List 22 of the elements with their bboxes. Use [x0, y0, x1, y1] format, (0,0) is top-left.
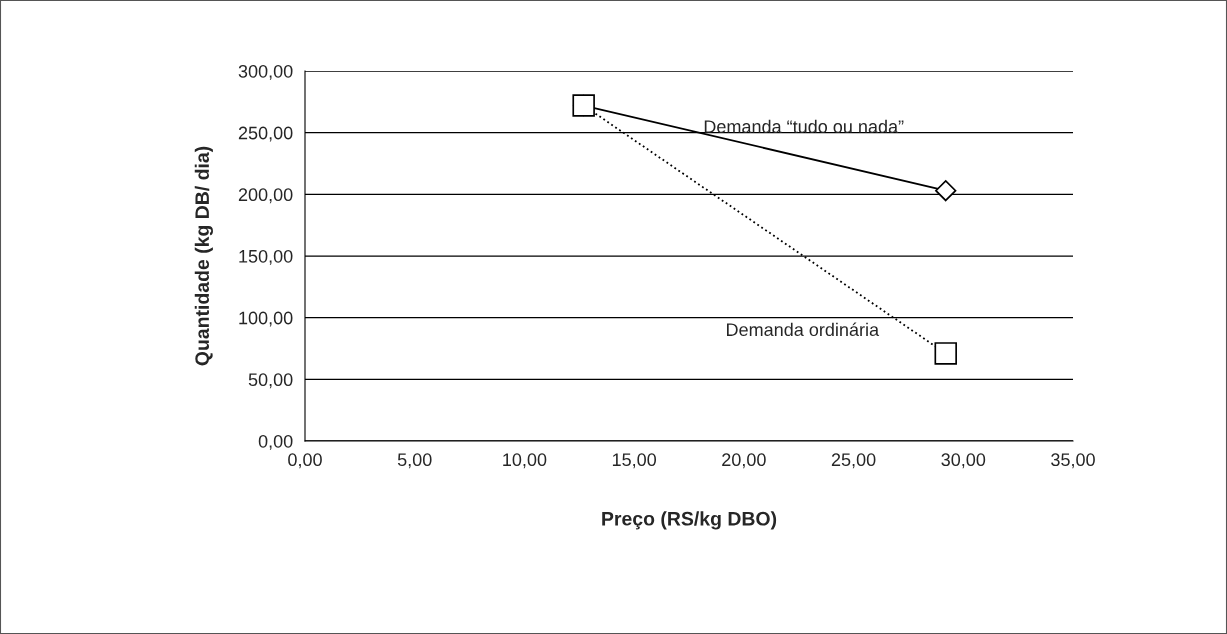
series-label: Demanda “tudo ou nada”: [704, 119, 904, 133]
x-axis-title: Preço (RS/kg DBO): [602, 511, 777, 530]
x-tick-label: 15,00: [612, 453, 657, 469]
y-tick-label: 250,00: [238, 126, 293, 142]
x-tick-label: 5,00: [397, 453, 432, 469]
series-label: Demanda ordinária: [727, 322, 880, 337]
y-tick-label: 300,00: [238, 64, 293, 80]
x-tick-label: 10,00: [503, 453, 547, 469]
y-tick-label: 0,00: [258, 434, 293, 450]
point: [935, 179, 957, 202]
x-tick-label: 25,00: [831, 453, 876, 469]
y-tick-label: 200,00: [238, 188, 293, 204]
x-tick-label: 20,00: [722, 453, 766, 469]
y-tick-label: 150,00: [239, 249, 293, 265]
x-tick-label: 0,00: [288, 453, 322, 469]
y-axis-title: Quantidade (kg DB/ dia): [194, 146, 213, 366]
point: [934, 342, 957, 365]
y-tick-label: 50,00: [248, 373, 293, 389]
x-tick-label: 35,00: [1051, 453, 1095, 469]
y-tick-label: 100,00: [239, 311, 293, 327]
x-tick-label: 30,00: [941, 453, 986, 469]
point: [572, 94, 595, 117]
